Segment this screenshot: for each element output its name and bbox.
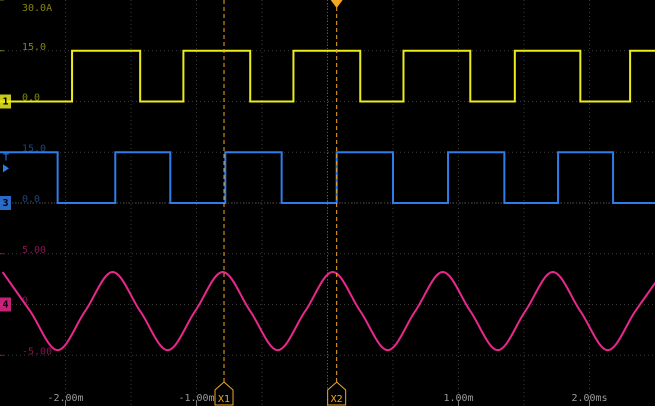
trace (1, 271, 655, 352)
y-tick-label: 15.0 (22, 143, 46, 154)
channel-marker (0, 196, 11, 210)
cursor-label: X1 (218, 394, 230, 405)
x-tick-label: 2.00ms (571, 393, 607, 404)
trace (0, 49, 655, 103)
y-tick-label: 0.0 (22, 194, 40, 205)
channel-marker (0, 297, 11, 312)
cursor-tag (327, 381, 347, 406)
y-tick-label: 5.00 (22, 245, 46, 256)
trigger-level-marker (3, 164, 9, 173)
x-tick-label: 1.00m (443, 393, 473, 404)
cursor-tag (214, 381, 234, 406)
y-tick-label: 15.0 (22, 42, 46, 53)
channel-marker (0, 94, 11, 109)
x-tick-label: -1.00m (178, 393, 214, 404)
channel-label: 1 (2, 97, 8, 108)
y-tick-label: 0.0 (22, 93, 40, 104)
x-tick-label: -2.00m (47, 393, 83, 404)
y-tick-label: 0 (22, 296, 28, 307)
y-tick-label: 30.0A (22, 3, 52, 14)
y-tick-label: -5.00 (22, 346, 52, 357)
channel-label: 4 (2, 300, 8, 311)
cursor-label: X2 (331, 394, 343, 405)
trigger-label: T (3, 152, 9, 163)
channel-label: 3 (2, 198, 8, 209)
